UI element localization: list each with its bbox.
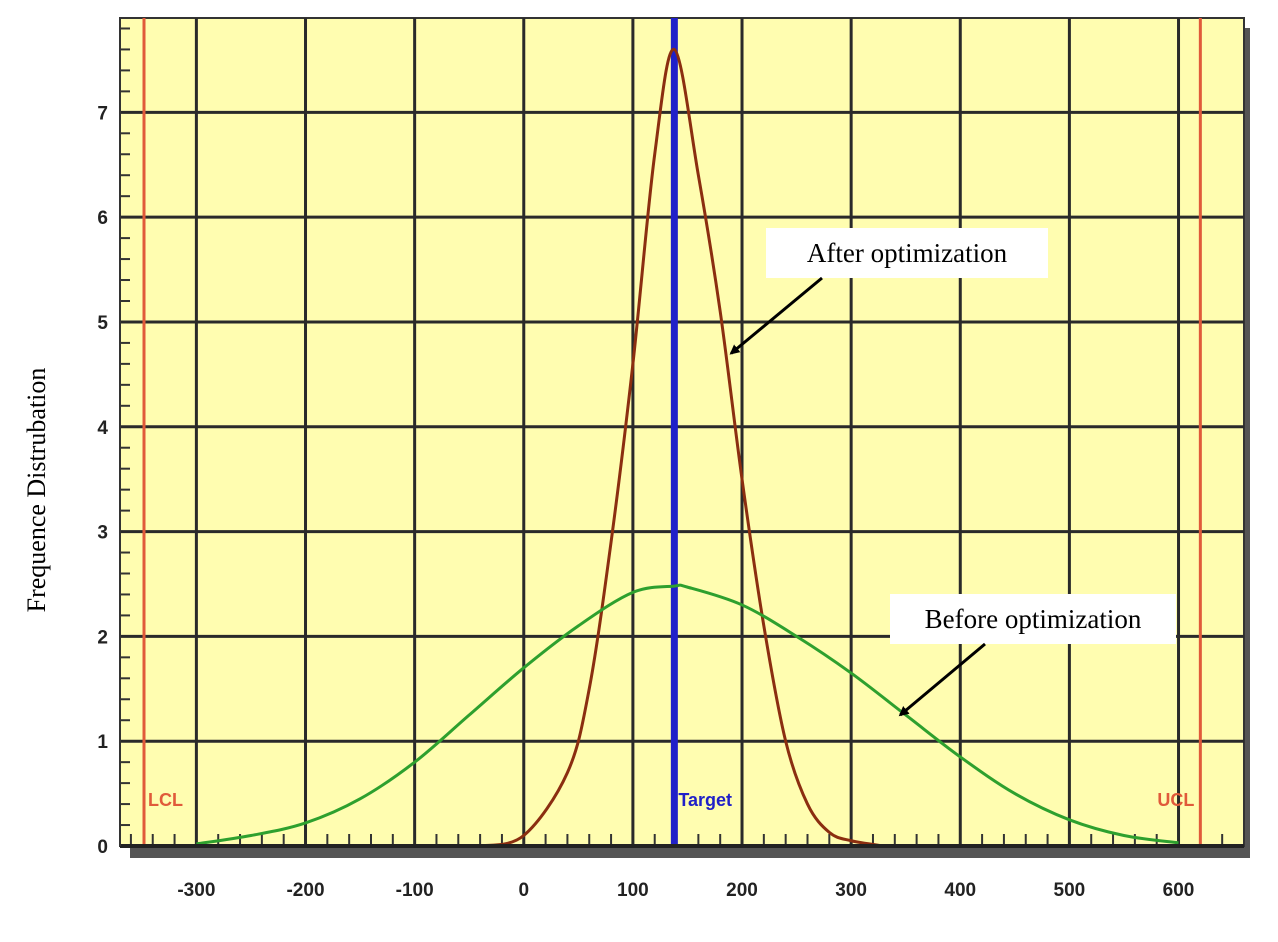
x-tick-label: 600 [1163, 880, 1195, 901]
reference-lines: LCL Target UCL [142, 18, 1202, 846]
y-tick-label: 6 [97, 208, 108, 229]
y-tick-label: 1 [97, 732, 108, 753]
y-axis-label: Frequence Distrubation [22, 368, 51, 613]
annotation-arrow-0 [729, 276, 823, 355]
series-line-1 [196, 583, 1179, 846]
x-tick-labels: -300 -200 -100 0 100 200 300 400 500 600 [177, 880, 1194, 901]
y-tick-label: 4 [97, 418, 108, 439]
x-tick-label: -200 [286, 880, 324, 901]
x-tick-label: 200 [726, 880, 758, 901]
x-tick-label: 300 [835, 880, 867, 901]
x-tick-label: 100 [617, 880, 649, 901]
y-tick-labels: 0 1 2 3 4 5 6 7 [97, 103, 108, 858]
annotation-text-1: Before optimization [925, 604, 1142, 634]
x-tick-label: 0 [518, 880, 529, 901]
x-tick-label: 400 [944, 880, 976, 901]
x-tick-label: -100 [396, 880, 434, 901]
annotation-text-0: After optimization [807, 238, 1008, 268]
annotation-arrow-1 [898, 642, 986, 717]
reference-label-ucl: UCL [1157, 790, 1194, 810]
annotation-box-1 [890, 594, 1176, 644]
series [196, 47, 1179, 848]
y-tick-label: 0 [97, 837, 108, 858]
y-tick-label: 5 [97, 313, 108, 334]
x-tick-label: -300 [177, 880, 215, 901]
y-tick-label: 3 [97, 523, 108, 544]
plot-background [119, 17, 1245, 847]
reference-label-lcl: LCL [148, 790, 183, 810]
y-tick-label: 2 [97, 627, 108, 648]
reference-label-target: Target [678, 790, 732, 810]
annotation-box-0 [766, 228, 1048, 278]
x-tick-label: 500 [1054, 880, 1086, 901]
series-line-0 [479, 47, 885, 848]
y-tick-label: 7 [97, 103, 108, 124]
grid [120, 18, 1244, 846]
annotations: After optimization Before optimization [729, 228, 1176, 717]
